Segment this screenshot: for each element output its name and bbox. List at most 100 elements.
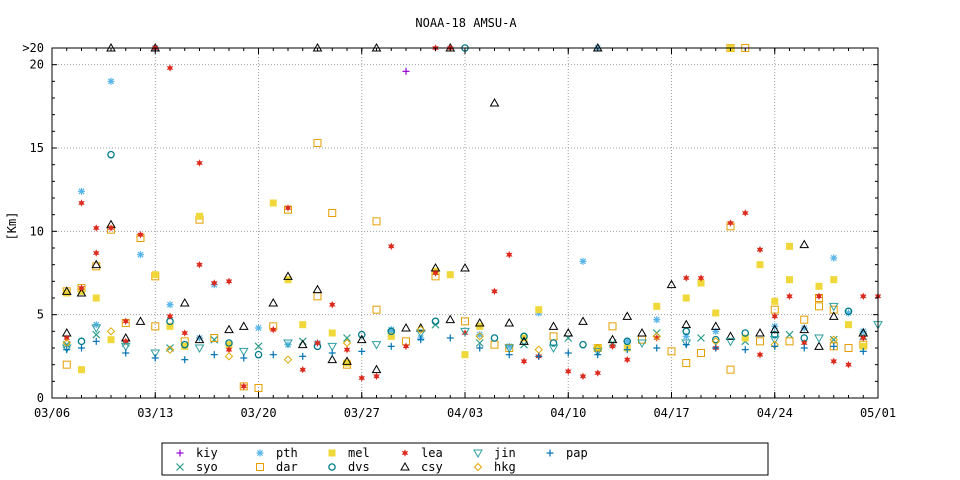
marker-stroke (254, 342, 263, 351)
marker-shape (327, 354, 338, 364)
marker-shape (844, 344, 853, 352)
legend-marker (176, 463, 184, 471)
marker-shape (62, 360, 71, 369)
marker-shape (225, 341, 233, 349)
data-point (240, 382, 248, 391)
marker-shape (328, 209, 337, 217)
marker-shape (238, 347, 249, 357)
marker-shape (432, 269, 439, 277)
marker-shape (727, 219, 734, 227)
data-point (92, 262, 101, 271)
data-point (299, 321, 307, 329)
marker-shape (741, 334, 749, 342)
data-point (313, 139, 322, 147)
marker-shape (135, 316, 146, 325)
marker-shape (415, 329, 426, 339)
legend-marker (401, 449, 409, 457)
data-point (519, 336, 529, 345)
data-point (520, 357, 528, 366)
data-point (373, 372, 380, 381)
data-point (210, 335, 219, 344)
marker-shape (372, 305, 381, 314)
data-point (505, 250, 513, 259)
legend-label: pth (276, 446, 298, 460)
data-point (92, 330, 101, 339)
y-tick-label: 10 (30, 224, 44, 238)
data-point (402, 67, 410, 75)
data-point (63, 289, 71, 297)
data-point (387, 342, 395, 350)
marker-stroke (476, 331, 483, 338)
marker-shape (594, 369, 602, 377)
data-point (653, 316, 661, 324)
data-point (815, 302, 823, 311)
marker-shape (491, 287, 498, 296)
data-point (181, 356, 189, 364)
data-point (828, 302, 839, 312)
marker-shape (357, 330, 366, 339)
data-point (830, 342, 838, 350)
marker-shape (283, 339, 293, 349)
marker-shape (77, 337, 86, 346)
data-point (431, 317, 440, 326)
marker-shape (682, 359, 691, 367)
data-point (564, 349, 572, 357)
marker-shape (313, 292, 322, 301)
data-point (770, 330, 779, 339)
data-point (756, 245, 764, 254)
marker-shape (548, 321, 559, 330)
data-point (814, 334, 824, 344)
marker-shape (756, 350, 764, 359)
legend-marker (256, 449, 264, 457)
marker-shape (150, 349, 161, 359)
data-point (697, 334, 705, 342)
data-point (755, 327, 765, 337)
marker-shape (268, 297, 279, 307)
marker-shape (681, 319, 692, 329)
data-point (653, 344, 661, 352)
x-tick-label: 04/17 (653, 406, 689, 420)
data-point (637, 339, 647, 349)
data-point (358, 347, 366, 355)
marker-shape (373, 372, 380, 381)
data-point (711, 335, 720, 344)
data-point (607, 334, 618, 344)
marker-shape (682, 294, 690, 302)
marker-shape (637, 339, 647, 349)
marker-shape (328, 329, 336, 337)
marker-shape (771, 297, 779, 305)
marker-shape (210, 279, 218, 287)
marker-shape (78, 284, 85, 292)
legend-marker (400, 461, 410, 471)
data-point (269, 351, 277, 359)
data-point (313, 292, 322, 301)
marker-shape (535, 306, 543, 314)
data-point (799, 239, 810, 249)
marker-shape (815, 282, 823, 290)
marker-shape (342, 356, 352, 365)
data-point (682, 327, 691, 336)
data-point (166, 301, 174, 309)
marker-shape (800, 339, 808, 347)
marker-stroke (255, 324, 262, 332)
data-point (328, 349, 336, 357)
marker-shape (653, 334, 661, 342)
legend-box (161, 442, 769, 476)
data-point (225, 345, 233, 354)
data-point (505, 351, 513, 359)
marker-shape (771, 312, 779, 321)
marker-shape (76, 287, 87, 297)
data-point (785, 330, 794, 339)
data-point (179, 297, 190, 307)
marker-shape (137, 230, 144, 239)
marker-shape (799, 324, 810, 334)
data-point (829, 335, 838, 344)
marker-shape (667, 347, 676, 356)
data-point (771, 312, 779, 321)
data-point (549, 332, 558, 341)
data-point (800, 315, 809, 324)
marker-shape (120, 342, 131, 352)
marker-shape (755, 327, 765, 337)
marker-shape (78, 366, 85, 374)
data-point (106, 327, 116, 336)
